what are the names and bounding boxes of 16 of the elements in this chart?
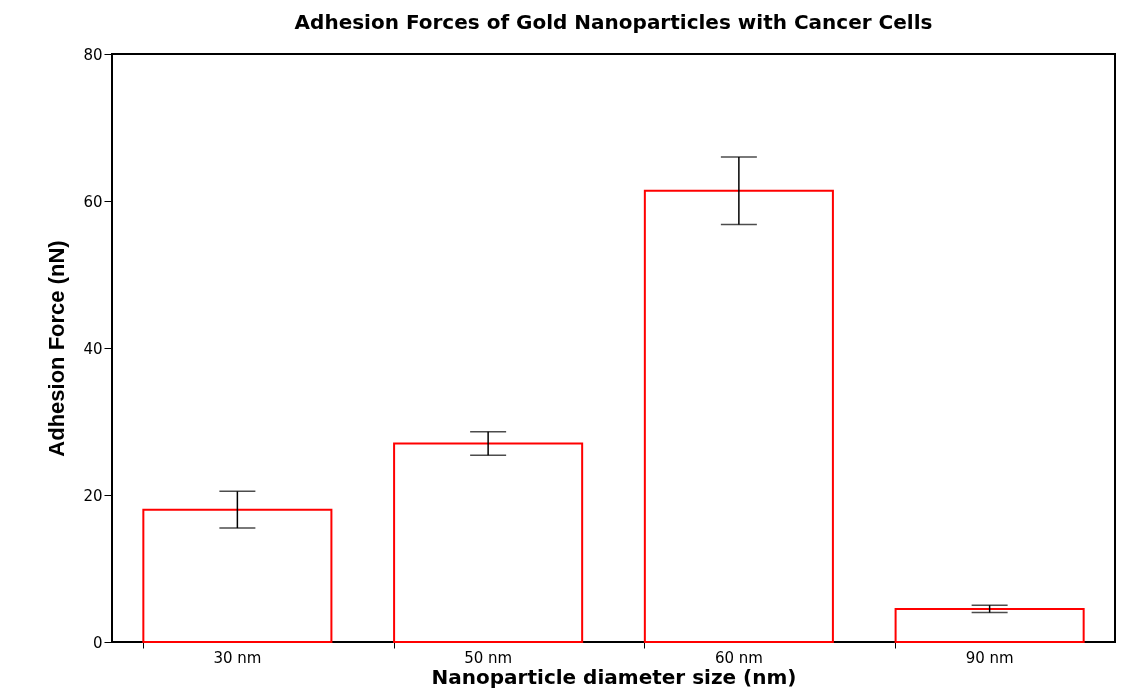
bar [894,607,1085,643]
chart-title: Adhesion Forces of Gold Nanoparticles with Cancer Cells [294,10,933,34]
y-tick-label: 60 [83,192,103,211]
y-tick-label: 80 [83,45,103,64]
bar [393,442,584,643]
x-tick-label: 50 nm [464,648,513,667]
x-tick-label: 30 nm [213,648,262,667]
y-tick-label: 40 [83,339,103,358]
y-axis-title: Adhesion Force (nN) [44,240,70,457]
bar [643,189,834,643]
y-tick-label: 20 [83,486,103,505]
x-tick-label: 90 nm [965,648,1014,667]
bar [142,508,333,643]
y-tick-label: 0 [92,633,103,652]
x-axis-title: Nanoparticle diameter size (nm) [431,664,797,689]
x-tick-label: 60 nm [714,648,763,667]
